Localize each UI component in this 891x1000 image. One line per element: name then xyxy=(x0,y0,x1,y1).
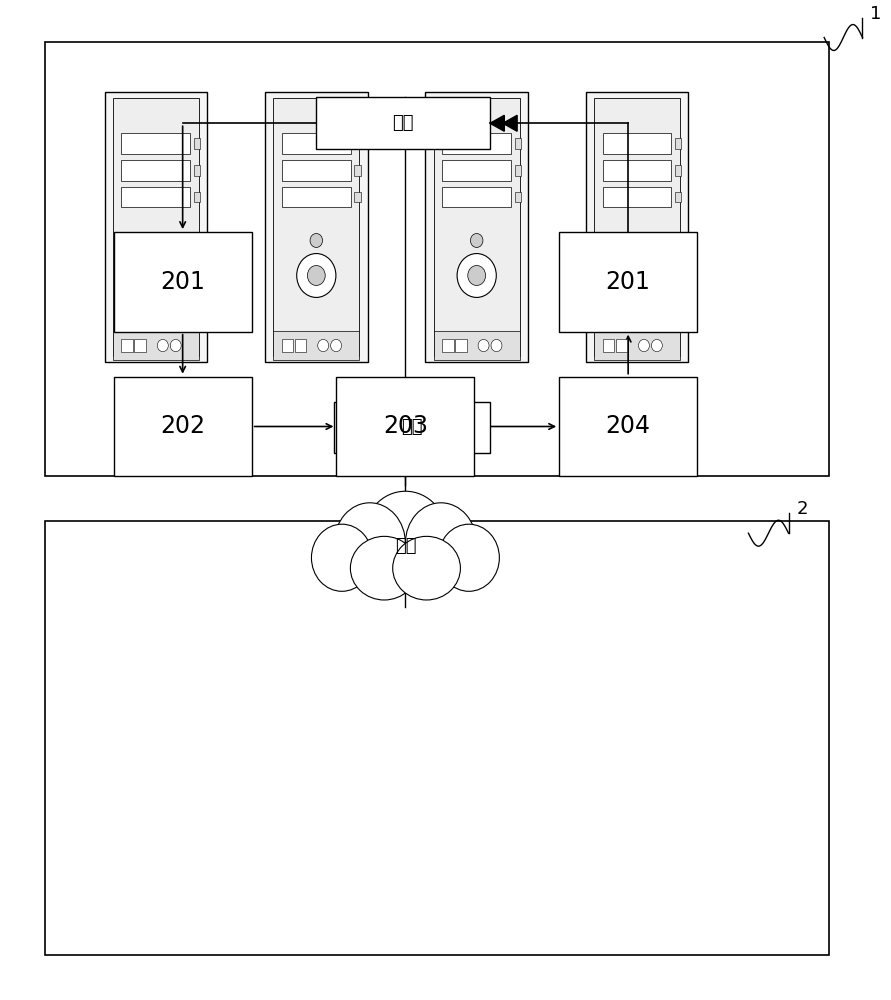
Text: 1: 1 xyxy=(871,5,881,23)
Circle shape xyxy=(457,254,496,297)
Ellipse shape xyxy=(334,503,405,584)
Circle shape xyxy=(147,266,165,285)
FancyBboxPatch shape xyxy=(295,339,307,352)
FancyBboxPatch shape xyxy=(515,138,521,149)
FancyBboxPatch shape xyxy=(274,331,359,360)
FancyBboxPatch shape xyxy=(594,98,680,356)
FancyBboxPatch shape xyxy=(586,92,689,362)
Polygon shape xyxy=(490,115,504,131)
FancyBboxPatch shape xyxy=(282,187,351,207)
FancyBboxPatch shape xyxy=(316,97,490,149)
FancyBboxPatch shape xyxy=(274,98,359,356)
FancyBboxPatch shape xyxy=(442,187,511,207)
FancyBboxPatch shape xyxy=(121,187,191,207)
FancyBboxPatch shape xyxy=(355,138,361,149)
FancyBboxPatch shape xyxy=(337,377,474,476)
Text: 2: 2 xyxy=(797,500,807,518)
Text: 203: 203 xyxy=(383,414,428,438)
FancyBboxPatch shape xyxy=(602,133,672,154)
Ellipse shape xyxy=(312,524,372,591)
FancyBboxPatch shape xyxy=(442,160,511,181)
Circle shape xyxy=(158,339,168,352)
FancyBboxPatch shape xyxy=(355,192,361,202)
FancyBboxPatch shape xyxy=(282,133,351,154)
Circle shape xyxy=(491,339,502,352)
FancyBboxPatch shape xyxy=(121,160,191,181)
Circle shape xyxy=(310,233,323,247)
Circle shape xyxy=(150,233,162,247)
Text: 201: 201 xyxy=(160,270,205,294)
FancyBboxPatch shape xyxy=(105,92,207,362)
Text: 202: 202 xyxy=(160,414,205,438)
FancyBboxPatch shape xyxy=(594,331,680,360)
Text: 接口: 接口 xyxy=(392,114,414,132)
Polygon shape xyxy=(503,115,517,131)
FancyBboxPatch shape xyxy=(602,339,614,352)
FancyBboxPatch shape xyxy=(675,192,682,202)
FancyBboxPatch shape xyxy=(121,133,191,154)
FancyBboxPatch shape xyxy=(282,160,351,181)
FancyBboxPatch shape xyxy=(675,138,682,149)
Circle shape xyxy=(307,266,325,285)
FancyBboxPatch shape xyxy=(434,98,519,356)
Text: 204: 204 xyxy=(606,414,650,438)
FancyBboxPatch shape xyxy=(121,339,133,352)
FancyBboxPatch shape xyxy=(434,331,519,360)
Text: 201: 201 xyxy=(606,270,650,294)
FancyBboxPatch shape xyxy=(602,160,672,181)
Circle shape xyxy=(631,233,643,247)
FancyBboxPatch shape xyxy=(135,339,146,352)
Circle shape xyxy=(170,339,181,352)
Ellipse shape xyxy=(393,536,461,600)
FancyBboxPatch shape xyxy=(442,339,454,352)
FancyBboxPatch shape xyxy=(334,402,490,453)
FancyBboxPatch shape xyxy=(426,92,527,362)
FancyBboxPatch shape xyxy=(355,165,361,176)
FancyBboxPatch shape xyxy=(455,339,467,352)
Circle shape xyxy=(318,339,329,352)
Circle shape xyxy=(617,254,657,297)
Ellipse shape xyxy=(364,491,448,584)
FancyBboxPatch shape xyxy=(194,192,200,202)
Circle shape xyxy=(628,266,646,285)
FancyBboxPatch shape xyxy=(113,98,199,356)
FancyBboxPatch shape xyxy=(560,377,698,476)
Circle shape xyxy=(331,339,341,352)
FancyBboxPatch shape xyxy=(675,165,682,176)
FancyBboxPatch shape xyxy=(442,133,511,154)
FancyBboxPatch shape xyxy=(602,187,672,207)
Text: 接口: 接口 xyxy=(401,418,423,436)
Circle shape xyxy=(639,339,650,352)
FancyBboxPatch shape xyxy=(282,339,293,352)
FancyBboxPatch shape xyxy=(560,232,698,332)
Circle shape xyxy=(136,254,176,297)
Circle shape xyxy=(468,266,486,285)
FancyBboxPatch shape xyxy=(616,339,627,352)
Circle shape xyxy=(651,339,662,352)
FancyBboxPatch shape xyxy=(114,377,252,476)
FancyBboxPatch shape xyxy=(266,92,367,362)
FancyBboxPatch shape xyxy=(515,192,521,202)
Ellipse shape xyxy=(350,536,418,600)
Ellipse shape xyxy=(438,524,499,591)
Ellipse shape xyxy=(405,503,477,584)
Circle shape xyxy=(470,233,483,247)
Circle shape xyxy=(297,254,336,297)
FancyBboxPatch shape xyxy=(114,232,252,332)
Text: 网络: 网络 xyxy=(395,537,416,555)
FancyBboxPatch shape xyxy=(194,138,200,149)
FancyBboxPatch shape xyxy=(515,165,521,176)
Circle shape xyxy=(478,339,489,352)
FancyBboxPatch shape xyxy=(194,165,200,176)
FancyBboxPatch shape xyxy=(113,331,199,360)
